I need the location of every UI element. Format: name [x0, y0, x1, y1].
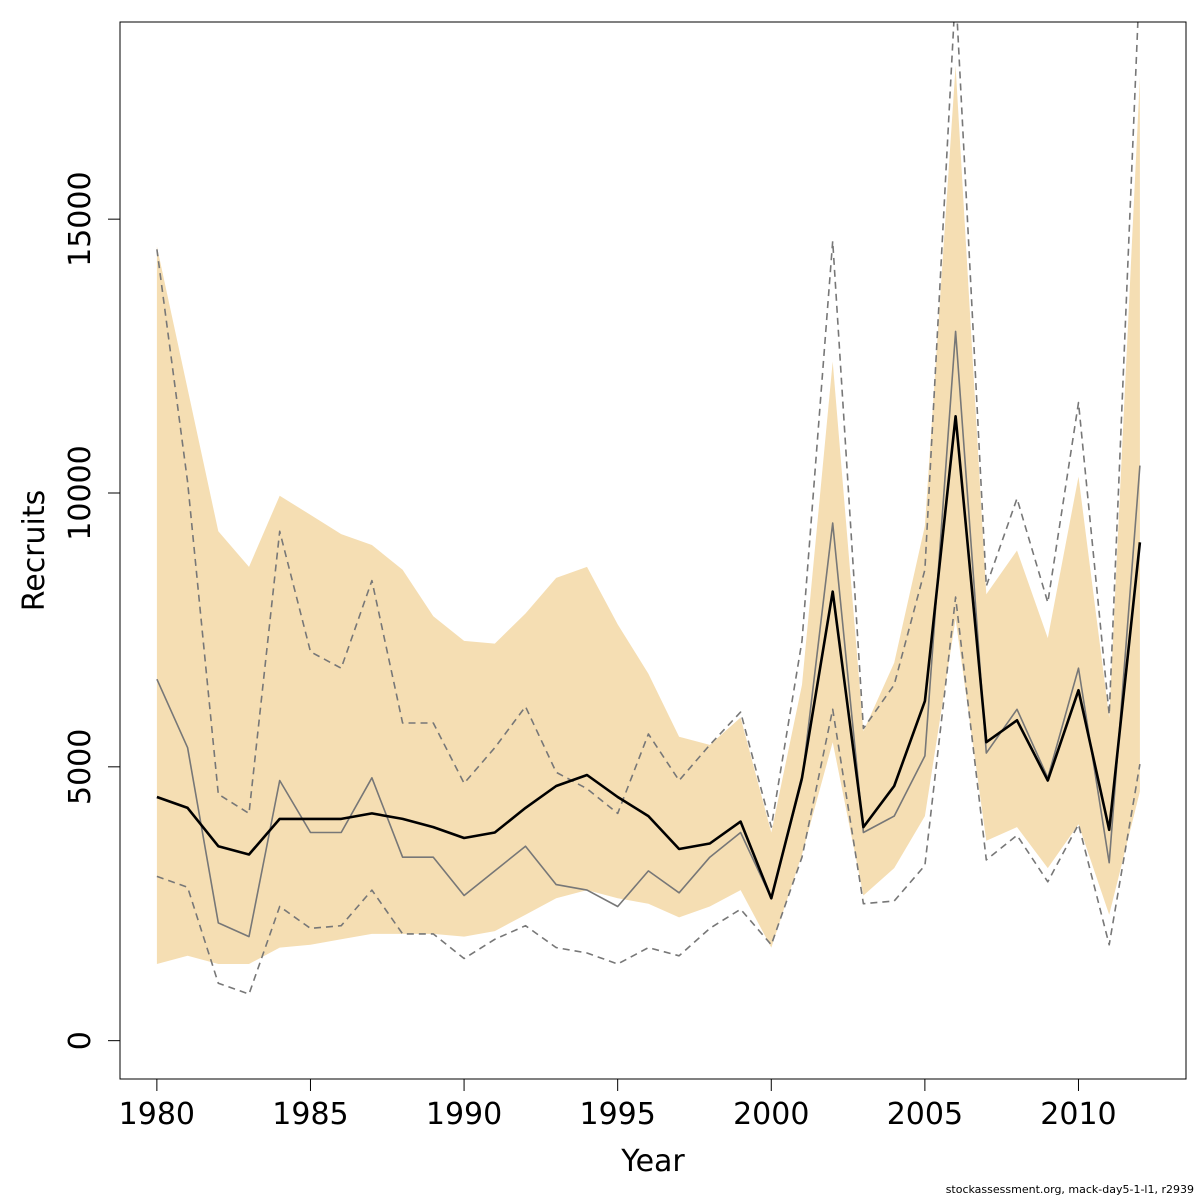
y-tick-label: 5000: [63, 729, 98, 805]
y-axis-title: Recruits: [17, 490, 52, 612]
y-axis: 0 5000 10000 15000: [63, 171, 121, 1050]
x-tick-label: 2000: [733, 1097, 809, 1132]
x-tick-label: 1990: [426, 1097, 502, 1132]
x-axis-title: Year: [620, 1144, 685, 1179]
x-tick-label: 2010: [1040, 1097, 1116, 1132]
x-tick-label: 1980: [119, 1097, 195, 1132]
series-group: [156, 22, 1142, 995]
y-tick-label: 15000: [63, 171, 98, 266]
y-tick-label: 0: [63, 1031, 98, 1050]
y-tick-label: 10000: [63, 445, 98, 540]
footer-credit: stockassessment.org, mack-day5-1-l1, r29…: [945, 1183, 1194, 1196]
x-tick-label: 1985: [272, 1097, 348, 1132]
x-axis: 1980 1985 1990 1995 2000 2005 2010: [119, 1078, 1117, 1132]
series-line-estimate: [156, 414, 1142, 900]
confidence-band: [156, 65, 1140, 965]
x-tick-label: 2005: [887, 1097, 963, 1132]
x-tick-label: 1995: [579, 1097, 655, 1132]
plot-area: [156, 22, 1142, 995]
series-line-alternate: [156, 330, 1141, 938]
series-line-dashed-bound: [156, 596, 1141, 995]
series-line-dashed-bound: [156, 22, 1139, 828]
